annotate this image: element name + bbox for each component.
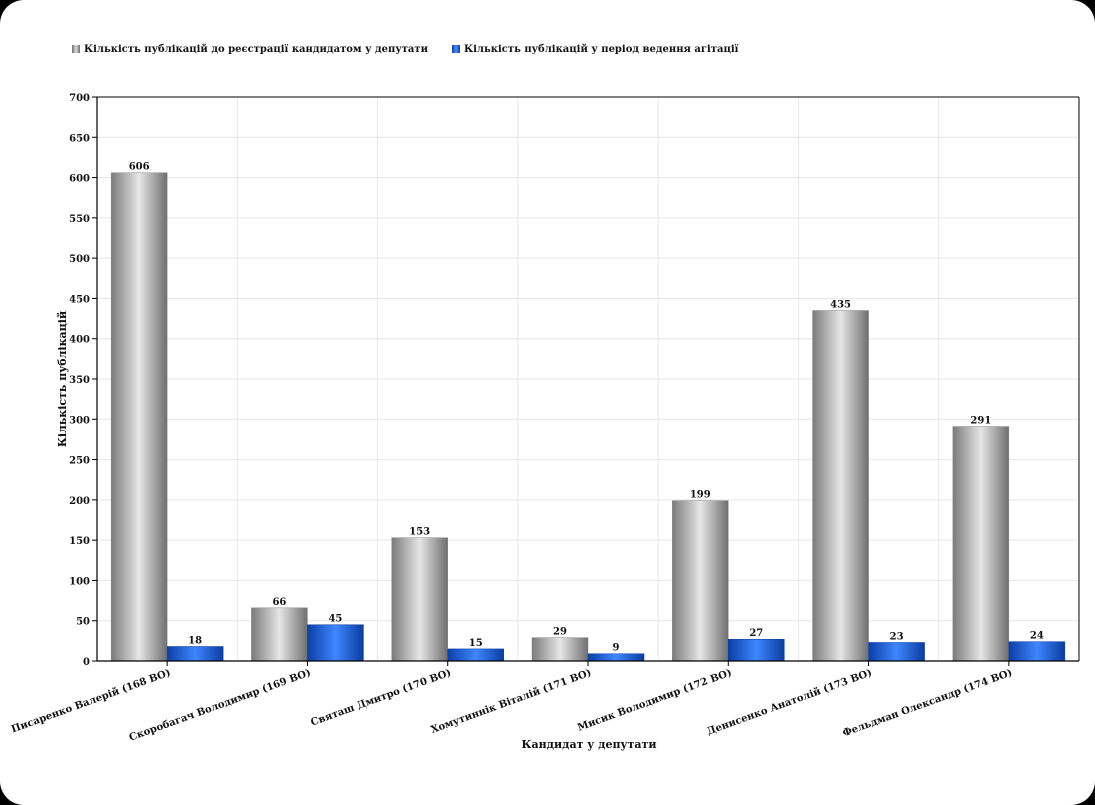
legend-label-before-registration: Кількість публікацій до реєстрації канди… bbox=[84, 43, 429, 55]
bar-value-label: 45 bbox=[328, 614, 342, 625]
y-tick-label: 650 bbox=[69, 133, 90, 144]
legend-item-before-registration[interactable]: Кількість публікацій до реєстрації канди… bbox=[72, 44, 428, 55]
y-tick-label: 0 bbox=[83, 657, 90, 668]
y-tick-label: 500 bbox=[69, 254, 90, 265]
y-tick-label: 350 bbox=[69, 375, 90, 386]
bar-campaign-period[interactable] bbox=[1008, 641, 1066, 662]
bar-value-label: 15 bbox=[469, 638, 483, 649]
y-tick-label: 400 bbox=[69, 335, 90, 346]
legend: Кількість публікацій до реєстрації канди… bbox=[72, 42, 738, 56]
y-tick-label: 250 bbox=[69, 456, 90, 467]
y-tick-label: 700 bbox=[69, 93, 90, 104]
x-tick-label: Святаш Дмитро (170 ВО) bbox=[309, 667, 452, 728]
bar-before-registration[interactable] bbox=[391, 537, 448, 662]
y-tick-label: 50 bbox=[76, 617, 90, 628]
bar-before-registration[interactable] bbox=[812, 310, 869, 662]
y-tick-label: 100 bbox=[69, 576, 90, 587]
y-tick-label: 150 bbox=[69, 536, 90, 547]
bar-value-label: 153 bbox=[409, 527, 430, 538]
bar-value-label: 18 bbox=[188, 635, 202, 646]
bar-value-label: 29 bbox=[553, 627, 567, 638]
y-tick-label: 300 bbox=[69, 415, 90, 426]
bar-value-label: 27 bbox=[749, 628, 763, 639]
bar-value-label: 606 bbox=[129, 162, 150, 173]
bar-before-registration[interactable] bbox=[672, 500, 729, 662]
bar-campaign-period[interactable] bbox=[587, 653, 645, 662]
x-tick-label: Хомутиннік Віталій (171 ВО) bbox=[430, 667, 593, 735]
bars-layer bbox=[110, 172, 1066, 662]
bar-campaign-period[interactable] bbox=[166, 646, 224, 662]
bar-before-registration[interactable] bbox=[952, 426, 1010, 662]
x-tick-label: Мисик Володимир (172 ВО) bbox=[576, 667, 733, 733]
y-tick-label: 200 bbox=[69, 496, 90, 507]
bar-value-label: 199 bbox=[690, 490, 711, 501]
bar-before-registration[interactable] bbox=[251, 607, 308, 662]
bar-value-label: 24 bbox=[1030, 631, 1044, 642]
legend-swatch-blue bbox=[452, 45, 461, 53]
bar-campaign-period[interactable] bbox=[868, 642, 925, 662]
axes-layer bbox=[92, 96, 1080, 666]
bar-campaign-period[interactable] bbox=[447, 648, 504, 662]
bar-value-label: 291 bbox=[970, 416, 991, 427]
x-axis-title: Кандидат у депутати bbox=[522, 738, 657, 751]
bar-value-label: 435 bbox=[830, 300, 851, 311]
bar-campaign-period[interactable] bbox=[307, 624, 364, 662]
bar-before-registration[interactable] bbox=[531, 637, 589, 662]
bar-value-label: 23 bbox=[890, 631, 904, 642]
legend-item-campaign-period[interactable]: Кількість публікацій у період ведення аг… bbox=[452, 44, 738, 55]
y-tick-label: 600 bbox=[69, 174, 90, 185]
bar-campaign-period[interactable] bbox=[728, 638, 785, 662]
y-tick-label: 450 bbox=[69, 294, 90, 305]
bar-before-registration[interactable] bbox=[110, 172, 168, 662]
grid-layer bbox=[97, 97, 1079, 661]
legend-label-campaign-period: Кількість публікацій у період ведення аг… bbox=[464, 43, 739, 55]
y-axis-title: Кількість публікацій bbox=[56, 311, 69, 447]
legend-swatch-gray bbox=[72, 45, 80, 53]
y-tick-label: 550 bbox=[69, 214, 90, 225]
bar-value-label: 66 bbox=[272, 597, 286, 608]
bar-value-label: 9 bbox=[613, 643, 620, 654]
